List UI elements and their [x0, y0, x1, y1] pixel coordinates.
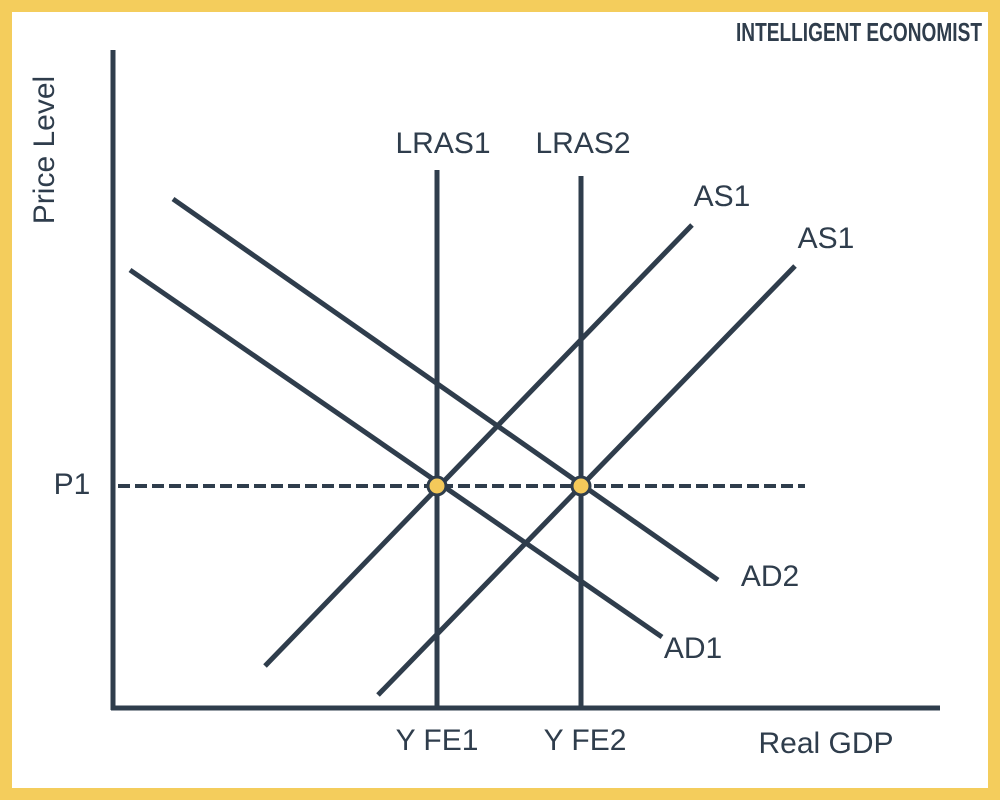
output-label: Y FE2 [544, 724, 627, 757]
price-label: P1 [54, 468, 91, 501]
curve-label: AS1 [798, 222, 855, 255]
curve-label: LRAS1 [395, 127, 490, 160]
curve-label: LRAS2 [535, 127, 630, 160]
y-axis-label: Price Level [28, 76, 61, 224]
curve-label: AD1 [664, 632, 722, 665]
brand: INTELLIGENT ECONOMIST [736, 17, 982, 47]
equilibrium-point [426, 475, 448, 497]
equilibrium-point [570, 475, 592, 497]
output-label: Y FE1 [396, 724, 479, 757]
x-axis-label: Real GDP [758, 727, 893, 760]
ad-curve [128, 267, 664, 640]
ad-curve [171, 196, 720, 583]
as-curve [263, 223, 694, 668]
curve-label: AD2 [741, 560, 799, 593]
curve-label: AS1 [694, 180, 751, 213]
